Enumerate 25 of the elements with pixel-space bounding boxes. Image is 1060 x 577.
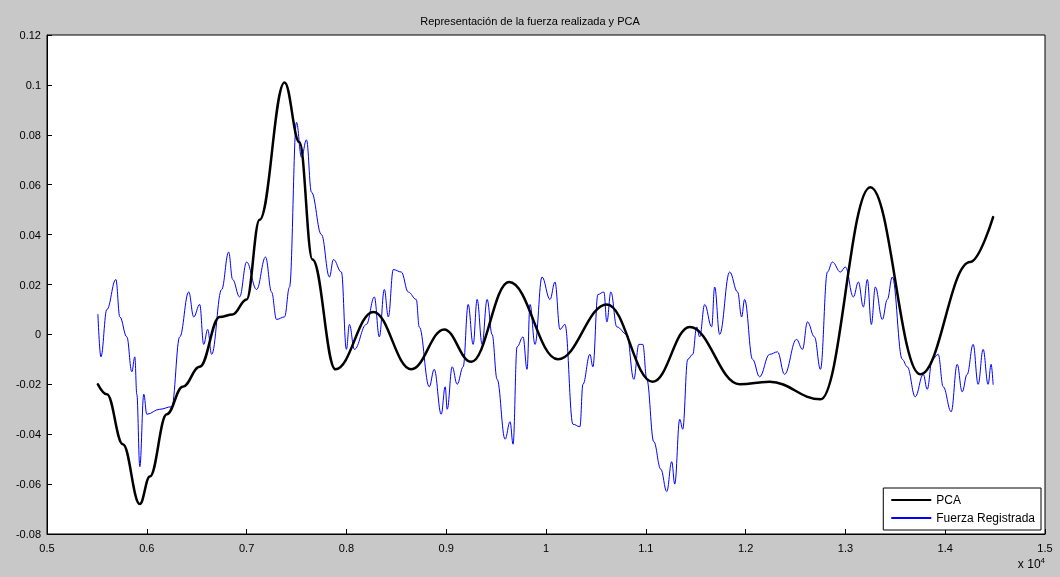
y-tick-label: 0.04 (19, 228, 41, 241)
y-tick-label: 0.06 (19, 178, 41, 191)
legend-label: PCA (936, 493, 961, 507)
x-tick-label: 1.4 (937, 541, 953, 554)
x-tick-label: 0.8 (338, 541, 355, 554)
y-tick-label: 0.08 (19, 128, 41, 141)
x-tick-label: 1.2 (737, 541, 754, 554)
y-tick-label: 0.02 (19, 278, 41, 291)
y-tick-label: 0.1 (25, 78, 41, 91)
y-tick-label: 0 (34, 328, 41, 341)
x-tick-label: 0.9 (438, 541, 454, 554)
x-tick-label: 1.1 (638, 541, 654, 554)
chart-title: Representación de la fuerza realizada y PCA (420, 14, 641, 27)
x-tick-label: 0.6 (139, 541, 155, 554)
y-tick-label: -0.06 (15, 478, 41, 491)
x-tick-label: 1.3 (837, 541, 854, 554)
y-tick-label: -0.04 (15, 428, 41, 441)
y-tick-label: -0.08 (15, 528, 41, 540)
x-tick-label: 0.5 (39, 541, 55, 554)
y-tick-label: 0.12 (19, 29, 41, 41)
x-tick-label: 1.5 (1037, 541, 1053, 554)
x-tick-label: 1 (542, 541, 550, 554)
y-tick-label: -0.02 (15, 378, 41, 391)
legend-label: Fuerza Registrada (936, 511, 1036, 525)
x-tick-label: 0.7 (238, 541, 255, 554)
